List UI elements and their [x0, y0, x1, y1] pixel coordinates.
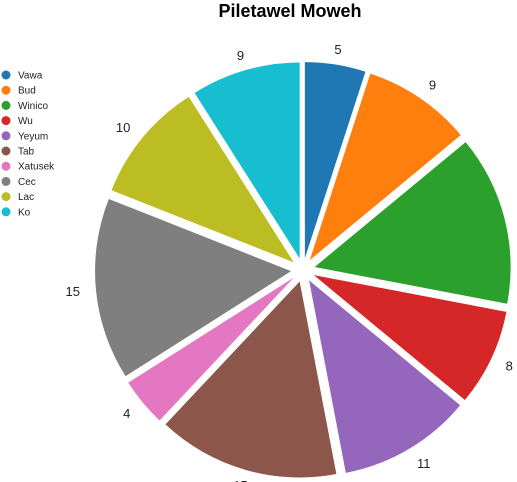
slice-value-label: 15	[66, 284, 80, 299]
legend-label: Bud	[18, 86, 36, 97]
legend-marker	[1, 70, 11, 80]
pie-slice-bud	[309, 73, 461, 261]
legend-marker	[1, 100, 11, 110]
pie-slice-cec	[95, 198, 292, 377]
legend: Vawa Bud Winico Wu Yeyum Tab Xatusek Cec Lac Ko	[1, 70, 55, 218]
legend-label: Cec	[18, 177, 36, 188]
slice-value-label: 9	[237, 48, 244, 63]
legend-marker	[1, 146, 11, 156]
slice-value-label: 8	[506, 358, 513, 373]
slice-value-label: 15	[233, 478, 247, 482]
pie-slice-vawa	[304, 62, 366, 259]
pie-slice-yeyum	[309, 280, 461, 473]
pie-slice-lac	[111, 96, 294, 263]
legend-label: Lac	[18, 192, 34, 203]
legend-label: Yeyum	[18, 131, 48, 142]
legend-marker	[1, 131, 11, 141]
legend-label: Vawa	[18, 71, 43, 82]
legend-marker	[1, 85, 11, 95]
slice-labels: 591481115415109	[66, 42, 513, 482]
legend-label: Wu	[18, 116, 33, 127]
pie-slice-ko	[194, 62, 300, 259]
slice-value-label: 9	[429, 78, 436, 93]
pie-slice-tab	[165, 281, 337, 478]
legend-label: Winico	[18, 101, 48, 112]
legend-marker	[1, 161, 11, 171]
pie-slice-xatusek	[128, 277, 294, 421]
pie-slices	[95, 62, 511, 478]
chart-title: Piletawel Moweh	[218, 1, 361, 21]
slice-value-label: 10	[116, 120, 130, 135]
legend-label: Xatusek	[18, 162, 55, 173]
slice-value-label: 5	[334, 42, 341, 57]
slice-value-label: 11	[417, 456, 431, 471]
slice-value-label: 4	[123, 406, 130, 421]
pie-slice-wu	[313, 275, 507, 401]
legend-label: Ko	[18, 207, 31, 218]
legend-marker	[1, 176, 11, 186]
pie-slice-winico	[314, 142, 511, 304]
legend-marker	[1, 116, 11, 126]
legend-label: Tab	[18, 147, 35, 158]
legend-marker	[1, 207, 11, 217]
legend-marker	[1, 192, 11, 202]
